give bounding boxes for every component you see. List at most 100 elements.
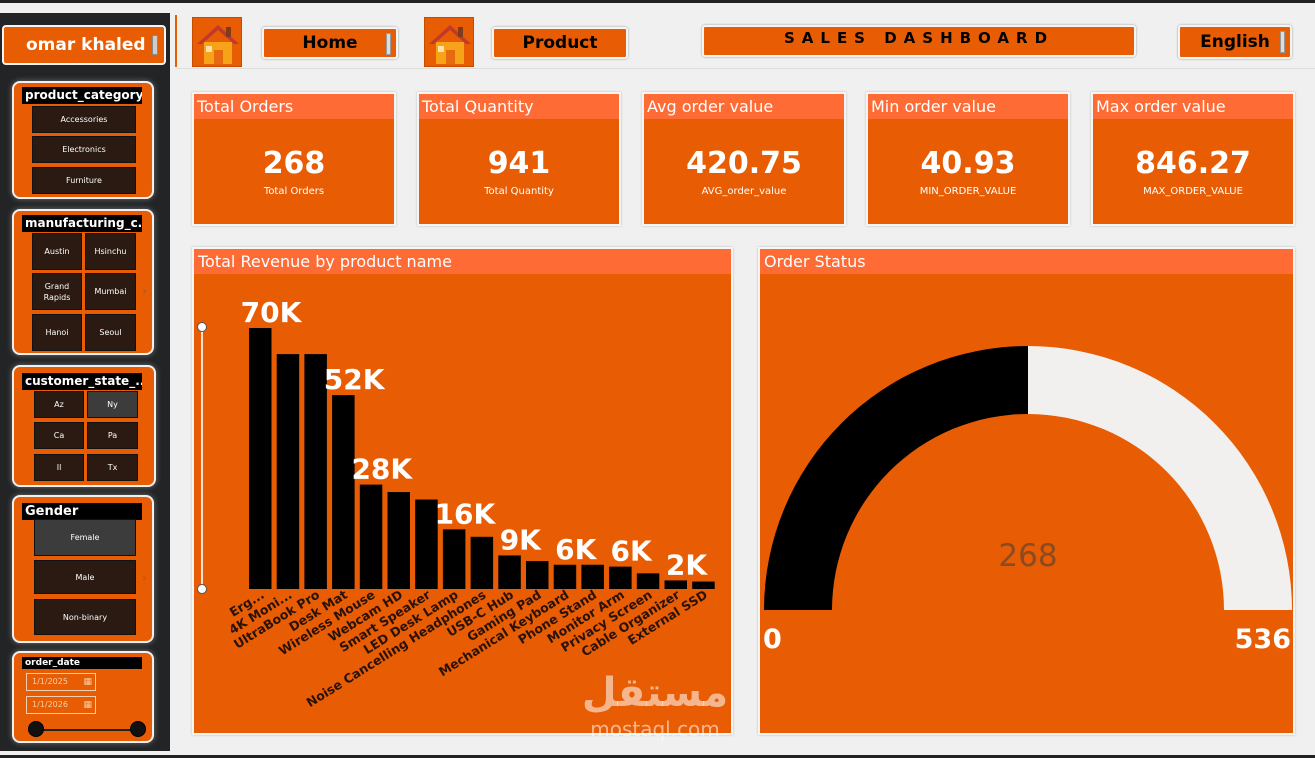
product-nav-label: Product — [522, 33, 598, 53]
bar[interactable] — [609, 566, 632, 589]
language-button[interactable]: English — [1178, 25, 1292, 59]
bar[interactable] — [276, 354, 300, 589]
product-home-icon-button[interactable] — [424, 17, 474, 67]
slicer-title: product_category — [22, 87, 142, 104]
gauge-value-arc[interactable] — [764, 346, 1028, 610]
kpi-card-total-quantity: Total Quantity 941 Total Quantity — [417, 92, 621, 226]
kpi-card-min-order-value: Min order value 40.93 MIN_ORDER_VALUE — [866, 92, 1070, 226]
filter-option-il[interactable]: Il — [34, 454, 84, 481]
filter-option-tx[interactable]: Tx — [87, 454, 138, 481]
gauge-max-label: 536 — [1235, 624, 1291, 655]
slicer-customer-state: customer_state_... Az Ny Ca Pa Il Tx — [12, 365, 156, 487]
page-title: SALES DASHBOARD — [702, 25, 1136, 57]
bar[interactable] — [526, 561, 549, 589]
end-date-value: 1/1/2026 — [32, 700, 68, 709]
end-date-input[interactable]: 1/1/2026 ▦ — [26, 696, 96, 714]
data-label: 6K — [555, 533, 597, 566]
slicer-title: manufacturing_c... — [22, 215, 142, 232]
gauge-min-label: 0 — [763, 624, 782, 655]
kpi-value: 268 — [262, 146, 326, 181]
button-scroll-indicator — [152, 35, 158, 55]
bar[interactable] — [332, 395, 355, 589]
gauge-value-label: 268 — [998, 538, 1057, 574]
product-nav-button[interactable]: Product — [492, 27, 628, 59]
kpi-value: 846.27 — [1135, 146, 1251, 181]
user-name-button[interactable]: omar khaled — [2, 25, 166, 65]
filter-option-pa[interactable]: Pa — [87, 422, 138, 449]
bar[interactable] — [581, 564, 604, 589]
range-start-handle[interactable] — [28, 721, 44, 737]
calendar-icon[interactable]: ▦ — [83, 677, 92, 687]
slicer-gender: Gender Female Male Non-binary › — [12, 495, 154, 643]
kpi-title: Total Quantity — [419, 94, 619, 119]
watermark-arabic: مستقل — [581, 670, 729, 716]
filter-option-austin[interactable]: Austin — [32, 233, 82, 270]
bar[interactable] — [636, 573, 660, 589]
watermark-latin: mostaql.com — [590, 717, 720, 741]
bar[interactable] — [692, 581, 715, 589]
gauge-remaining-arc[interactable] — [1028, 346, 1292, 610]
bar[interactable] — [249, 328, 272, 589]
filter-option-ca[interactable]: Ca — [34, 422, 84, 449]
range-end-handle[interactable] — [130, 721, 146, 737]
divider — [175, 15, 177, 67]
bar[interactable] — [387, 492, 411, 589]
bar[interactable] — [470, 536, 494, 589]
filter-option-non-binary[interactable]: Non-binary — [34, 599, 136, 635]
chevron-right-icon[interactable]: › — [142, 571, 147, 585]
filter-option-grand-rapids[interactable]: Grand Rapids — [32, 273, 82, 310]
data-label: 2K — [666, 548, 708, 581]
slicer-title: order_date — [22, 657, 142, 669]
filter-option-hanoi[interactable]: Hanoi — [32, 314, 82, 351]
chevron-right-icon[interactable]: › — [142, 284, 147, 298]
watermark: مستقل mostaql.com — [575, 668, 735, 748]
bar[interactable] — [304, 354, 327, 589]
start-date-value: 1/1/2025 — [32, 677, 68, 686]
kpi-title: Max order value — [1093, 94, 1293, 119]
chart-title: Order Status — [760, 249, 1293, 274]
bar[interactable] — [664, 580, 688, 589]
filter-option-male[interactable]: Male — [34, 560, 136, 594]
bar[interactable] — [359, 484, 383, 589]
filter-option-female[interactable]: Female — [34, 519, 136, 556]
calendar-icon[interactable]: ▦ — [83, 700, 92, 710]
zoom-slider-handle[interactable] — [197, 584, 207, 594]
data-label: 9K — [500, 523, 542, 556]
button-scroll-indicator — [1280, 31, 1285, 53]
house-icon — [197, 25, 239, 64]
zoom-slider-handle[interactable] — [197, 322, 207, 332]
bar[interactable] — [498, 555, 521, 589]
filter-option-seoul[interactable]: Seoul — [85, 314, 136, 351]
bar[interactable] — [442, 529, 466, 589]
home-icon-button[interactable] — [192, 17, 242, 67]
filter-option-accessories[interactable]: Accessories — [32, 106, 136, 133]
filter-option-furniture[interactable]: Furniture — [32, 167, 136, 194]
slicer-title: Gender — [22, 503, 142, 520]
house-icon — [429, 25, 471, 64]
kpi-title: Avg order value — [644, 94, 844, 119]
filter-option-mumbai[interactable]: Mumbai — [85, 273, 136, 310]
kpi-value: 420.75 — [686, 146, 802, 181]
kpi-card-avg-order-value: Avg order value 420.75 AVG_order_value — [642, 92, 846, 226]
filter-option-electronics[interactable]: Electronics — [32, 136, 136, 163]
kpi-card-max-order-value: Max order value 846.27 MAX_ORDER_VALUE — [1091, 92, 1295, 226]
home-nav-button[interactable]: Home — [262, 27, 398, 59]
filter-option-hsinchu[interactable]: Hsinchu — [85, 233, 136, 270]
user-name: omar khaled — [26, 35, 146, 55]
language-label: English — [1200, 32, 1270, 52]
home-nav-label: Home — [302, 33, 358, 53]
slicer-title: customer_state_... — [22, 373, 142, 390]
start-date-input[interactable]: 1/1/2025 ▦ — [26, 673, 96, 691]
slicer-manufacturing-city: manufacturing_c... Austin Hsinchu Grand … — [12, 209, 154, 355]
kpi-label: Total Quantity — [484, 186, 554, 197]
slicer-product-category: product_category Accessories Electronics… — [12, 81, 154, 199]
kpi-value: 941 — [487, 146, 551, 181]
bar[interactable] — [553, 564, 577, 589]
kpi-label: Total Orders — [263, 186, 325, 197]
revenue-chart-panel: Total Revenue by product name Erg... 4K M… — [192, 247, 733, 735]
filter-option-az[interactable]: Az — [34, 391, 84, 418]
bar[interactable] — [415, 499, 438, 589]
filter-option-ny[interactable]: Ny — [87, 391, 138, 418]
